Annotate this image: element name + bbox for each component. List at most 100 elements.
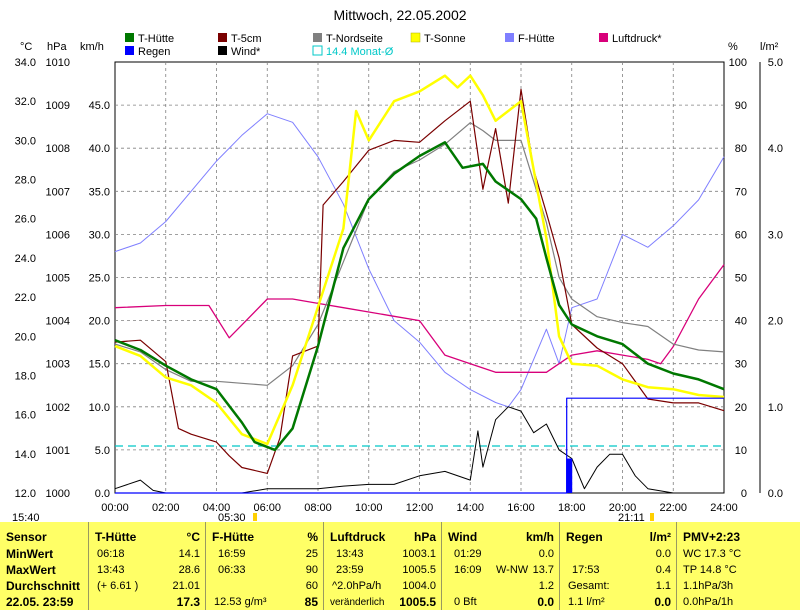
wind-tick-label: 20.0 <box>89 316 110 328</box>
luftdruck-unit: hPa <box>413 530 436 544</box>
f-huette-column: F-Hütte % 16:59 25 06:33 90 60 12.53 g/m… <box>205 522 324 610</box>
t-huette-column: T-Hütte °C 06:18 14.1 13:43 28.6 (+ 6.61… <box>88 522 206 610</box>
x-tick-label: 16:00 <box>507 502 535 514</box>
rain-tick-label: 2.0 <box>768 316 783 328</box>
x-tick-label: 18:00 <box>558 502 586 514</box>
luftdruck-header: Luftdruck <box>330 530 386 544</box>
axis-label-wind: km/h <box>80 41 104 53</box>
legend-swatch-luftdruck <box>599 33 608 42</box>
regen-total-label: Gesamt: <box>568 580 610 592</box>
legend-swatch-monat <box>312 45 323 56</box>
t-huette-now-value: 17.3 <box>176 595 200 609</box>
legend-label-t-huette: T-Hütte <box>138 33 174 45</box>
t-huette-header: T-Hütte <box>95 530 137 544</box>
wind-unit: km/h <box>525 530 554 544</box>
axis-label-humidity: % <box>728 41 738 53</box>
regen-min-value: 0.0 <box>655 548 671 560</box>
regen-now-value: 0.0 <box>654 595 671 609</box>
humidity-tick-label: 40 <box>735 316 747 328</box>
wind-now-value: 0.0 <box>537 595 554 609</box>
humidity-tick-label: 20 <box>735 402 747 414</box>
f-huette-avg-value: 60 <box>305 580 318 592</box>
pressure-tick-label: 1005 <box>46 273 70 285</box>
series-line-f-huette <box>114 113 725 408</box>
temp-tick-label: 12.0 <box>15 488 36 500</box>
time-label: 15:40 <box>12 512 40 522</box>
sensor-header: Sensor <box>6 530 47 544</box>
rain-tick-label: 5.0 <box>768 57 783 69</box>
f-huette-abs-humidity: 12.53 g/m³ <box>214 596 267 608</box>
pressure-tick-label: 1007 <box>46 186 70 198</box>
x-tick-label: 00:00 <box>101 502 129 514</box>
sunset-marker <box>650 513 654 521</box>
wind-tick-label: 5.0 <box>95 445 110 457</box>
wind-max-time: 16:09 <box>454 564 482 576</box>
regen-column: Regen l/m² 0.0 17:53 0.4 Gesamt: 1.1 1.1… <box>559 522 677 610</box>
legend-label-t-5cm: T-5cm <box>231 33 262 45</box>
humidity-tick-label: 10 <box>735 445 747 457</box>
x-tick-label: 02:00 <box>152 502 180 514</box>
x-tick-label: 10:00 <box>355 502 383 514</box>
pressure-tick-label: 1010 <box>46 57 70 69</box>
pressure-tick-label: 1004 <box>46 316 70 328</box>
rain-tick-label: 0.0 <box>768 488 783 500</box>
x-tick-label: 22:00 <box>659 502 687 514</box>
series-line-regen <box>115 397 724 494</box>
f-huette-now-value: 85 <box>304 595 318 609</box>
series-line-luftdruck <box>114 264 725 373</box>
regen-total-value: 1.1 <box>655 580 671 592</box>
humidity-tick-label: 30 <box>735 359 747 371</box>
temp-tick-label: 22.0 <box>15 292 36 304</box>
wind-max-value: 13.7 <box>532 564 554 576</box>
sensor-row-max: MaxWert <box>6 563 56 577</box>
temp-tick-label: 24.0 <box>15 253 36 265</box>
temp-tick-label: 16.0 <box>15 410 36 422</box>
t-huette-max-time: 13:43 <box>97 564 125 576</box>
sensor-row-avg: Durchschnitt <box>6 579 81 593</box>
legend-label-f-huette: F-Hütte <box>518 33 555 45</box>
legend-label-regen: Regen <box>138 46 170 58</box>
humidity-tick-label: 60 <box>735 229 747 241</box>
legend-label-luftdruck: Luftdruck* <box>612 33 662 45</box>
legend-swatch-f-huette <box>505 33 514 42</box>
luftdruck-min-time: 13:43 <box>336 548 364 560</box>
wind-min-time: 01:29 <box>454 548 482 560</box>
humidity-tick-label: 100 <box>729 57 747 69</box>
regen-header: Regen <box>566 530 603 544</box>
rain-tick-label: 3.0 <box>768 229 783 241</box>
t-huette-min-value: 14.1 <box>178 548 200 560</box>
x-tick-label: 06:00 <box>253 502 281 514</box>
t-huette-min-time: 06:18 <box>97 548 125 560</box>
x-tick-label: 12:00 <box>406 502 434 514</box>
t-huette-avg-value: 21.01 <box>172 580 200 592</box>
luftdruck-min-value: 1003.1 <box>402 548 436 560</box>
legend-label-t-sonne: T-Sonne <box>424 33 466 45</box>
wind-column: Wind km/h 01:29 0.0 16:09 W-NW 13.7 1.2 … <box>441 522 560 610</box>
wind-min-value: 0.0 <box>538 548 554 560</box>
x-tick-label: 08:00 <box>304 502 332 514</box>
series-line-t-5cm <box>114 88 725 474</box>
luftdruck-column: Luftdruck hPa 13:43 1003.1 23:59 1005.5 … <box>323 522 442 610</box>
f-huette-unit: % <box>307 530 318 544</box>
t-huette-max-value: 28.6 <box>178 564 200 576</box>
x-tick-label: 14:00 <box>456 502 484 514</box>
legend-swatch-wind <box>218 46 227 55</box>
luftdruck-now-value: 1005.5 <box>399 595 436 609</box>
f-huette-max-value: 90 <box>305 564 318 576</box>
sensor-row-min: MinWert <box>6 547 54 561</box>
pmv-dewpoint: TP 14.8 °C <box>683 564 737 576</box>
temp-tick-label: 28.0 <box>15 175 36 187</box>
luftdruck-avg-value: 1004.0 <box>402 580 436 592</box>
sunrise-marker <box>253 513 257 521</box>
legend: T-Hütte T-5cm T-Nordseite T-Sonne F-Hütt… <box>125 32 662 58</box>
temp-tick-label: 18.0 <box>15 370 36 382</box>
rain-tick-label: 1.0 <box>768 402 783 414</box>
legend-label-monat: 14.4 Monat-Ø <box>326 46 394 58</box>
summary-panel: Sensor MinWert MaxWert Durchschnitt 22.0… <box>0 522 800 610</box>
t-huette-avg-note: (+ 6.61 ) <box>97 580 139 592</box>
luftdruck-max-value: 1005.5 <box>402 564 436 576</box>
wind-tick-label: 10.0 <box>89 402 110 414</box>
rain-tick-label: 4.0 <box>768 143 783 155</box>
sunset-label: 21:11 <box>618 512 645 522</box>
f-huette-max-time: 06:33 <box>218 564 246 576</box>
